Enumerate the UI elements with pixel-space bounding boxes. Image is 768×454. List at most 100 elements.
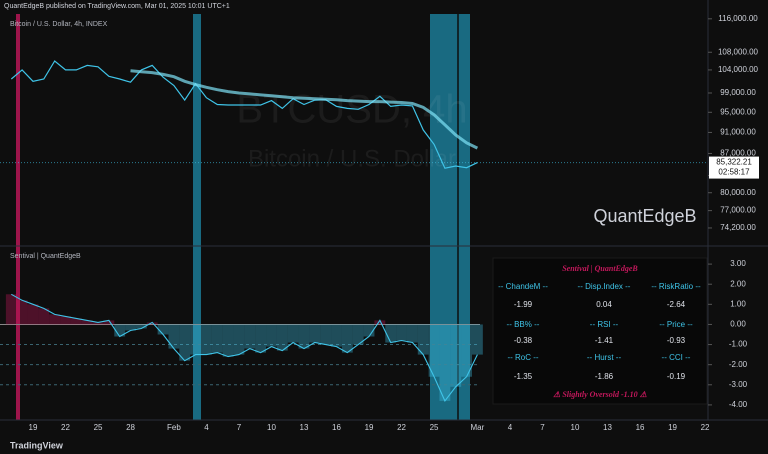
histogram-bar <box>244 324 256 349</box>
histogram-bar <box>125 324 136 331</box>
histogram-bar <box>190 324 201 355</box>
table-header: -- Hurst -- <box>587 353 622 362</box>
x-tick-label: 22 <box>61 423 70 432</box>
last-price-label: 85,322.21 <box>716 158 752 167</box>
histogram-bar <box>222 324 234 357</box>
histogram-bar <box>135 324 147 329</box>
histogram-bar <box>341 324 353 353</box>
x-tick-label: 25 <box>94 423 103 432</box>
x-tick-label: 28 <box>126 423 135 432</box>
histogram-bar <box>309 324 321 343</box>
x-tick-label: 16 <box>636 423 645 432</box>
signal-band <box>430 14 470 420</box>
x-tick-label: 13 <box>300 423 309 432</box>
y-tick-label: 74,200.00 <box>720 223 756 232</box>
histogram-bar <box>16 300 28 325</box>
signal-band <box>16 14 20 420</box>
table-header: -- ChandeM -- <box>498 282 548 291</box>
signal-band <box>193 14 201 420</box>
table-value: -1.35 <box>514 372 533 381</box>
y-tick-label: 1.00 <box>730 299 746 308</box>
y-tick-label: 0.00 <box>730 320 746 329</box>
histogram-bar <box>396 324 407 341</box>
histogram-bar <box>363 324 375 337</box>
x-tick-label: 25 <box>430 423 439 432</box>
x-tick-label: 22 <box>701 423 710 432</box>
histogram-bar <box>157 324 169 335</box>
histogram-bar <box>179 324 191 361</box>
countdown: 02:58:17 <box>718 168 750 177</box>
histogram-bar <box>417 324 429 355</box>
publisher: QuantEdgeB published on TradingView.com,… <box>4 3 230 10</box>
histogram-bar <box>255 324 267 353</box>
histogram-bar <box>385 324 397 343</box>
histogram-bar <box>49 314 61 325</box>
histogram-bar <box>374 320 386 325</box>
y-tick-label: 80,000.00 <box>720 188 756 197</box>
y-tick-label: -1.00 <box>729 340 748 349</box>
histogram-bar <box>201 324 212 355</box>
x-tick-label: 22 <box>397 423 406 432</box>
x-tick-label: 10 <box>267 423 276 432</box>
y-tick-label: 2.00 <box>730 279 746 288</box>
histogram-bar <box>92 322 104 325</box>
tradingview-logo: TradingView <box>10 440 64 450</box>
histogram-bar <box>439 324 451 401</box>
table-header: -- BB% -- <box>507 320 540 329</box>
y-tick-label: 3.00 <box>730 259 746 268</box>
symbol-title: Bitcoin / U.S. Dollar, 4h, INDEX <box>10 21 108 28</box>
y-tick-label: 91,000.00 <box>720 128 756 137</box>
table-value: -1.86 <box>595 372 614 381</box>
histogram-bar <box>38 308 50 325</box>
histogram-bar <box>461 324 472 377</box>
y-tick-label: -4.00 <box>729 400 748 409</box>
y-tick-label: -3.00 <box>729 380 748 389</box>
x-tick-label: 16 <box>332 423 341 432</box>
y-tick-label: 87,000.00 <box>720 149 756 158</box>
y-tick-label: 77,000.00 <box>720 206 756 215</box>
y-tick-label: 95,000.00 <box>720 107 756 116</box>
table-value: -1.99 <box>514 300 533 309</box>
x-tick-label: 10 <box>571 423 580 432</box>
histogram-bar <box>472 324 483 355</box>
histogram-bar <box>70 318 82 325</box>
table-value: -0.93 <box>667 336 686 345</box>
x-tick-label: 7 <box>237 423 242 432</box>
histogram-bar <box>331 324 342 347</box>
histogram-bar <box>103 320 115 325</box>
indicator-line <box>11 293 478 402</box>
x-tick-label: Mar <box>471 423 485 432</box>
histogram-bar <box>298 324 310 349</box>
table-header: -- RoC -- <box>507 353 538 362</box>
x-tick-label: 7 <box>540 423 545 432</box>
x-tick-label: 19 <box>29 423 38 432</box>
table-value: -0.19 <box>667 372 686 381</box>
table-value: 0.04 <box>596 300 612 309</box>
y-tick-label: 116,000.00 <box>718 14 758 23</box>
table-value: -0.38 <box>514 336 533 345</box>
histogram-bar <box>428 324 440 377</box>
histogram-bar <box>406 324 418 343</box>
x-tick-label: 4 <box>204 423 209 432</box>
watermark-subtitle: Bitcoin / U.S. Dollar <box>248 145 456 172</box>
table-title: Sentival | QuantEdgeB <box>562 264 638 273</box>
last-price-box <box>709 156 759 179</box>
histogram-bar <box>276 324 288 351</box>
table-value: -1.41 <box>595 336 614 345</box>
x-tick-label: 19 <box>365 423 374 432</box>
table-header: -- RiskRatio -- <box>651 282 701 291</box>
histogram-bar <box>287 324 299 343</box>
table-header: -- CCI -- <box>662 353 691 362</box>
histogram-bar <box>114 324 126 337</box>
histogram-bar <box>5 294 17 325</box>
y-tick-label: 99,000.00 <box>720 88 756 97</box>
price-line <box>10 60 478 169</box>
histogram-bar <box>320 324 332 345</box>
y-tick-label: -2.00 <box>729 360 748 369</box>
table-header: -- Price -- <box>659 320 693 329</box>
y-tick-label: 108,000.00 <box>718 47 759 56</box>
histogram-bar <box>27 304 39 325</box>
y-tick-label: 104,000.00 <box>718 65 759 74</box>
table-footer: ⚠ Slightly Oversold -1.10 ⚠ <box>553 390 647 399</box>
x-tick-label: 19 <box>668 423 677 432</box>
